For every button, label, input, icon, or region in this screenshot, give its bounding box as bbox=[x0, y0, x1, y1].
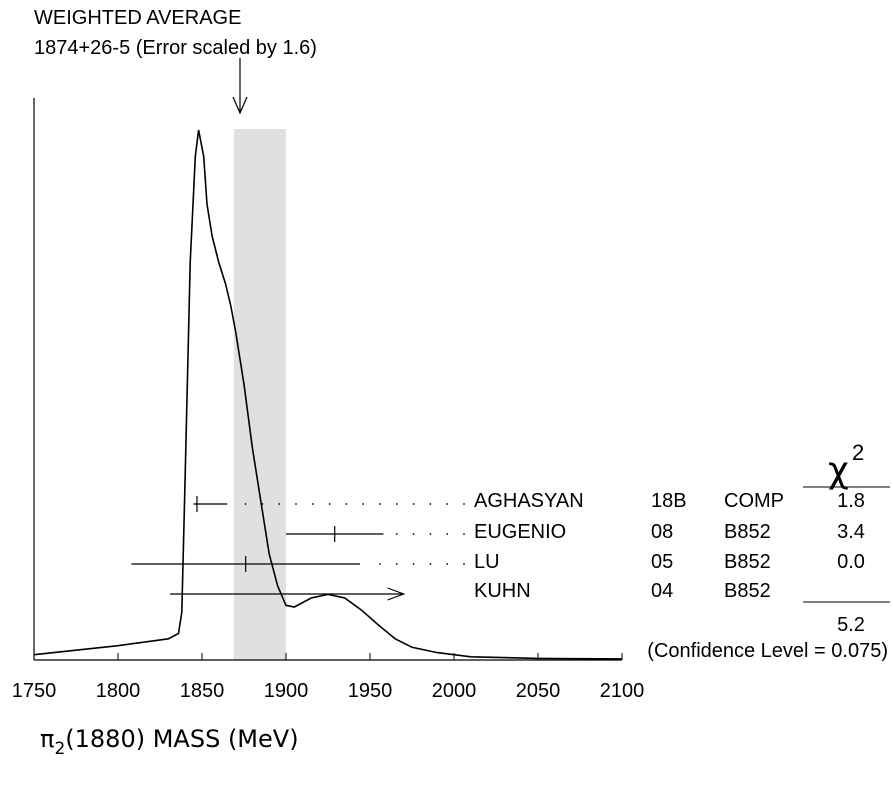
leader-dot bbox=[311, 503, 314, 505]
x-axis-label-rest: (1880) MASS (MeV) bbox=[65, 725, 298, 753]
chi2-value: 0.0 bbox=[837, 551, 865, 573]
leader-dot bbox=[412, 563, 415, 565]
leader-dot bbox=[278, 503, 281, 505]
leader-dot bbox=[463, 533, 465, 535]
error-bar-arrowhead bbox=[387, 587, 406, 601]
x-tick-label-2000: 2000 bbox=[432, 680, 477, 702]
x-tick-label-1900: 1900 bbox=[264, 680, 309, 702]
chi2-header: χ 2 bbox=[828, 440, 864, 491]
leader-dot bbox=[412, 533, 415, 535]
average-band bbox=[233, 129, 286, 660]
leader-dot bbox=[261, 503, 264, 505]
leader-dot bbox=[463, 503, 465, 505]
ideogram-curve bbox=[33, 129, 623, 660]
leader-dot bbox=[446, 563, 449, 565]
x-tick-label-1800: 1800 bbox=[96, 680, 141, 702]
leader-dot bbox=[379, 503, 381, 505]
leader-dot bbox=[446, 503, 449, 505]
chi2-symbol: χ bbox=[828, 450, 849, 491]
x-tick-label-2100: 2100 bbox=[600, 680, 645, 702]
author-label: EUGENIO bbox=[474, 521, 566, 543]
technique-label: B852 bbox=[724, 521, 771, 543]
year-label: 08 bbox=[651, 521, 673, 543]
year-label: 04 bbox=[651, 580, 673, 602]
chi2-value: 1.8 bbox=[837, 490, 865, 512]
x-axis-label: π2(1880) MASS (MeV) bbox=[40, 725, 299, 759]
technique-label: B852 bbox=[724, 580, 771, 602]
confidence-level: (Confidence Level = 0.075) bbox=[647, 640, 888, 662]
leader-dot bbox=[395, 503, 398, 505]
measurement-table: AGHASYAN 18B COMP 1.8 EUGENIO 08 B852 3.… bbox=[474, 490, 865, 602]
leader-dot bbox=[328, 503, 331, 505]
x-tick-label-2050: 2050 bbox=[516, 680, 561, 702]
leader-dot bbox=[395, 533, 398, 535]
author-label: LU bbox=[474, 551, 500, 573]
leader-dot bbox=[429, 563, 432, 565]
leader-dot bbox=[412, 503, 415, 505]
leader-dot bbox=[463, 563, 465, 565]
leader-dot bbox=[379, 563, 381, 565]
x-tick-label-1850: 1850 bbox=[180, 680, 225, 702]
leader-dot bbox=[446, 533, 449, 535]
leader-dot bbox=[244, 503, 247, 505]
technique-label: B852 bbox=[724, 551, 771, 573]
year-label: 18B bbox=[651, 490, 687, 512]
author-label: AGHASYAN bbox=[474, 490, 584, 512]
leader-dot bbox=[345, 503, 348, 505]
leader-dot bbox=[429, 503, 432, 505]
chi2-total: 5.2 bbox=[837, 614, 865, 636]
leader-dot bbox=[395, 563, 398, 565]
x-tick-label-1950: 1950 bbox=[348, 680, 393, 702]
chart-title: WEIGHTED AVERAGE bbox=[34, 7, 241, 29]
author-label: KUHN bbox=[474, 580, 531, 602]
x-tick-label-1750: 1750 bbox=[12, 680, 57, 702]
year-label: 05 bbox=[651, 551, 673, 573]
weighted-average-arrow bbox=[232, 58, 248, 115]
leader-dot bbox=[362, 503, 365, 505]
chart-subtitle: 1874+26-5 (Error scaled by 1.6) bbox=[34, 37, 317, 59]
technique-label: COMP bbox=[724, 490, 784, 512]
chi2-value: 3.4 bbox=[837, 521, 865, 543]
leader-dot bbox=[295, 503, 297, 505]
x-axis-label-subscript: 2 bbox=[54, 739, 65, 759]
leader-dot bbox=[429, 533, 432, 535]
x-axis-label-symbol: π bbox=[40, 725, 54, 753]
chi2-superscript: 2 bbox=[852, 440, 864, 465]
